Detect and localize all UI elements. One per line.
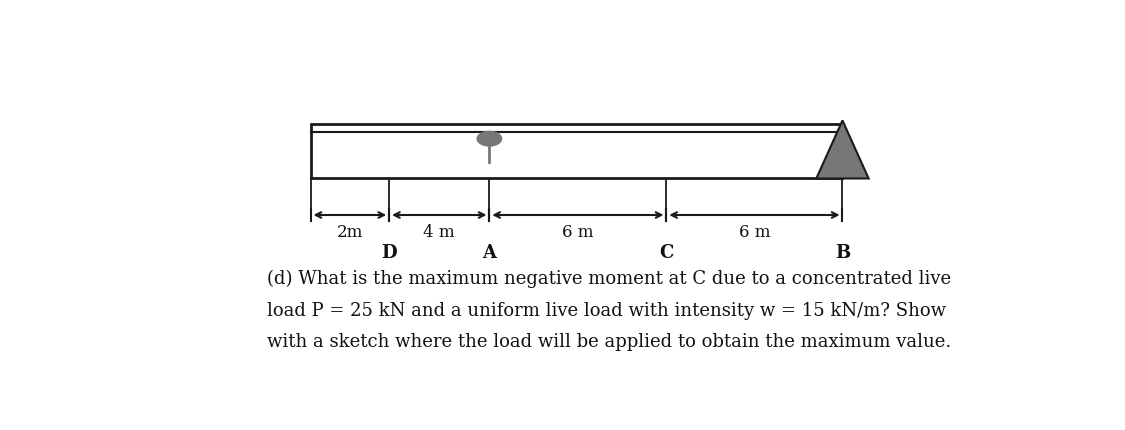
Text: A: A [483,243,496,261]
Text: D: D [381,243,397,261]
Ellipse shape [477,132,502,147]
Text: 2m: 2m [336,224,363,240]
Text: with a sketch where the load will be applied to obtain the maximum value.: with a sketch where the load will be app… [267,332,952,350]
Text: 6 m: 6 m [739,224,771,240]
Text: 4 m: 4 m [423,224,454,240]
Bar [310,124,843,179]
Text: C: C [659,243,674,261]
Polygon shape [817,121,868,179]
Text: 6 m: 6 m [561,224,593,240]
Text: load P = 25 kN and a uniform live load with intensity w = 15 kN/m? Show: load P = 25 kN and a uniform live load w… [267,301,946,319]
Text: B: B [835,243,850,261]
Text: (d) What is the maximum negative moment at C due to a concentrated live: (d) What is the maximum negative moment … [267,269,951,288]
